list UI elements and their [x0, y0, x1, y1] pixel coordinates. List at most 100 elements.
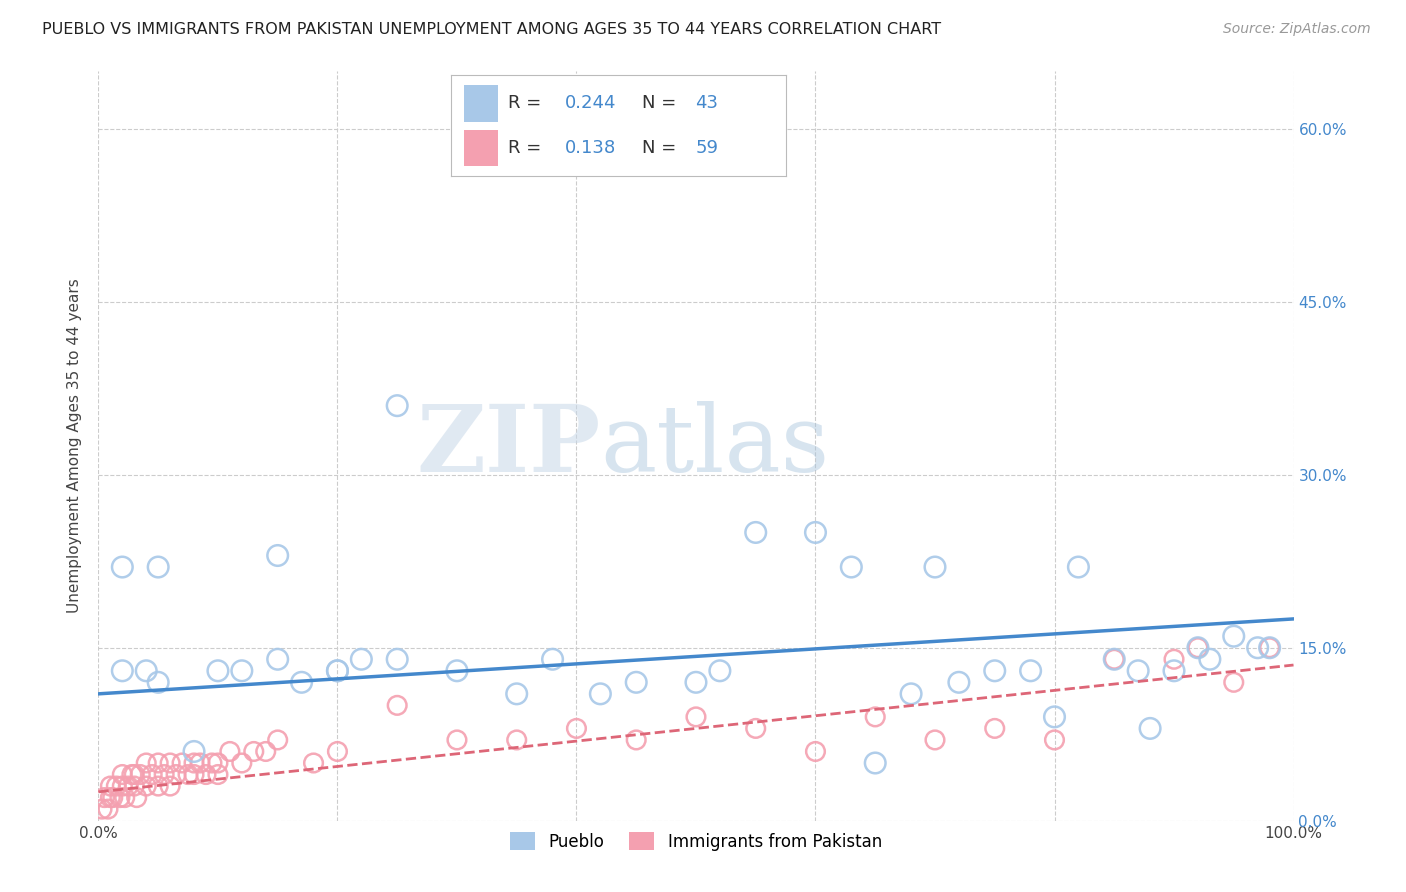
- Point: [1187, 640, 1209, 655]
- Point: [267, 652, 290, 666]
- Point: [446, 733, 468, 747]
- Text: Source: ZipAtlas.com: Source: ZipAtlas.com: [1223, 22, 1371, 37]
- Point: [108, 790, 131, 805]
- Point: [97, 802, 120, 816]
- Point: [541, 652, 564, 666]
- Point: [195, 767, 218, 781]
- Point: [267, 549, 290, 563]
- Point: [231, 756, 253, 770]
- Point: [165, 767, 187, 781]
- Point: [1128, 664, 1150, 678]
- Point: [148, 756, 170, 770]
- Point: [984, 664, 1007, 678]
- Point: [685, 675, 707, 690]
- Point: [91, 802, 114, 816]
- Point: [172, 756, 194, 770]
- Point: [135, 779, 157, 793]
- Point: [865, 756, 887, 770]
- Point: [188, 756, 211, 770]
- Point: [589, 687, 612, 701]
- Point: [148, 675, 170, 690]
- Point: [141, 767, 163, 781]
- Point: [804, 744, 827, 758]
- Point: [111, 560, 134, 574]
- Point: [121, 767, 143, 781]
- Point: [183, 744, 205, 758]
- Text: ZIP: ZIP: [416, 401, 600, 491]
- Point: [506, 687, 529, 701]
- Point: [98, 790, 122, 805]
- Point: [124, 779, 146, 793]
- Point: [984, 722, 1007, 736]
- Point: [709, 664, 731, 678]
- Point: [350, 652, 373, 666]
- Point: [207, 756, 229, 770]
- Point: [1019, 664, 1042, 678]
- Point: [1187, 640, 1209, 655]
- Point: [924, 560, 946, 574]
- Point: [231, 664, 253, 678]
- Point: [1199, 652, 1222, 666]
- Point: [148, 560, 170, 574]
- Point: [124, 767, 146, 781]
- Point: [1067, 560, 1090, 574]
- Point: [117, 779, 139, 793]
- Point: [841, 560, 863, 574]
- Point: [385, 399, 409, 413]
- Point: [385, 652, 409, 666]
- Point: [101, 790, 124, 805]
- Point: [93, 790, 115, 805]
- Point: [685, 710, 707, 724]
- Point: [111, 779, 134, 793]
- Point: [804, 525, 827, 540]
- Point: [745, 525, 768, 540]
- Point: [626, 733, 648, 747]
- Point: [1104, 652, 1126, 666]
- Point: [267, 733, 290, 747]
- Point: [105, 779, 128, 793]
- Text: atlas: atlas: [600, 401, 830, 491]
- Point: [159, 779, 181, 793]
- Legend: Pueblo, Immigrants from Pakistan: Pueblo, Immigrants from Pakistan: [503, 826, 889, 857]
- Y-axis label: Unemployment Among Ages 35 to 44 years: Unemployment Among Ages 35 to 44 years: [67, 278, 83, 614]
- Text: PUEBLO VS IMMIGRANTS FROM PAKISTAN UNEMPLOYMENT AMONG AGES 35 TO 44 YEARS CORREL: PUEBLO VS IMMIGRANTS FROM PAKISTAN UNEMP…: [42, 22, 941, 37]
- Point: [219, 744, 242, 758]
- Point: [243, 744, 266, 758]
- Point: [326, 664, 349, 678]
- Point: [1043, 710, 1066, 724]
- Point: [254, 744, 277, 758]
- Point: [565, 722, 588, 736]
- Point: [1163, 664, 1185, 678]
- Point: [111, 767, 134, 781]
- Point: [900, 687, 922, 701]
- Point: [326, 744, 349, 758]
- Point: [1258, 640, 1281, 655]
- Point: [1104, 652, 1126, 666]
- Point: [924, 733, 946, 747]
- Point: [207, 664, 229, 678]
- Point: [148, 779, 170, 793]
- Point: [153, 767, 176, 781]
- Point: [1163, 652, 1185, 666]
- Point: [135, 756, 157, 770]
- Point: [111, 664, 134, 678]
- Point: [302, 756, 325, 770]
- Point: [1223, 675, 1246, 690]
- Point: [506, 733, 529, 747]
- Point: [177, 767, 200, 781]
- Point: [1139, 722, 1161, 736]
- Point: [291, 675, 314, 690]
- Point: [745, 722, 768, 736]
- Point: [201, 756, 224, 770]
- Point: [1043, 733, 1066, 747]
- Point: [183, 756, 205, 770]
- Point: [1247, 640, 1270, 655]
- Point: [159, 756, 181, 770]
- Point: [326, 664, 349, 678]
- Point: [446, 664, 468, 678]
- Point: [183, 767, 205, 781]
- Point: [125, 790, 148, 805]
- Point: [865, 710, 887, 724]
- Point: [98, 779, 122, 793]
- Point: [135, 664, 157, 678]
